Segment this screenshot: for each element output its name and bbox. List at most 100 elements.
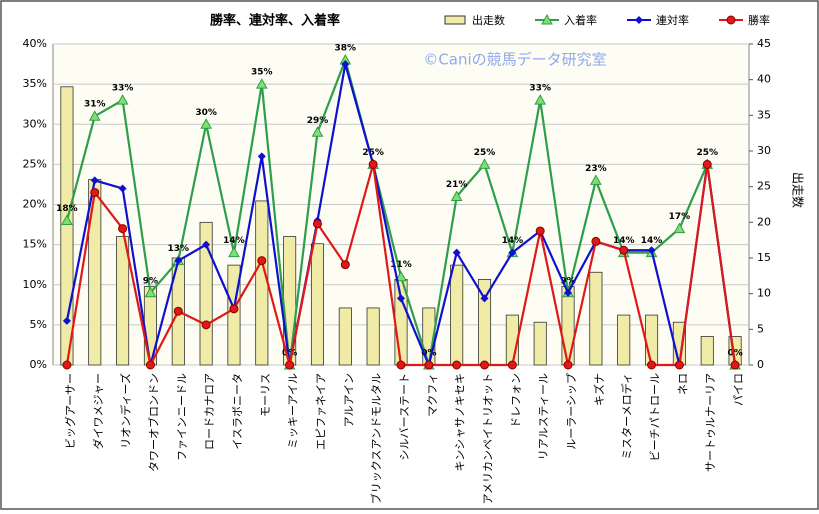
marker	[619, 245, 629, 255]
marker	[312, 219, 322, 229]
data-label: 14%	[641, 236, 663, 246]
marker	[480, 360, 490, 370]
marker	[118, 184, 127, 193]
y-tick-label: 30%	[23, 117, 47, 130]
bar	[366, 307, 380, 366]
x-tick-label: リオンディーズ	[119, 373, 133, 449]
y-tick-label: 20%	[23, 198, 47, 211]
marker	[647, 246, 656, 255]
data-label: 25%	[474, 148, 496, 158]
marker	[228, 246, 240, 258]
bar	[338, 307, 352, 366]
marker	[478, 158, 491, 169]
y-tick-label: 10%	[23, 278, 47, 291]
marker	[591, 236, 601, 246]
x-tick-label: シルバーステート	[398, 373, 411, 460]
marker	[647, 360, 657, 370]
x-tick-label: ビーチパトロール	[649, 373, 662, 461]
marker	[507, 360, 517, 370]
marker	[116, 94, 129, 105]
marker	[90, 187, 100, 197]
marker	[635, 16, 643, 24]
y-tick-label: 25%	[23, 157, 47, 170]
marker	[452, 360, 462, 370]
bar	[116, 236, 130, 366]
x-tick-label: リアルスティール	[537, 373, 550, 460]
y2-tick-label: 20	[757, 215, 771, 228]
data-label: 25%	[696, 148, 718, 158]
x-tick-label: タワーオブロンドン	[146, 373, 160, 472]
legend-label: 入着率	[564, 13, 597, 27]
legend-label: 出走数	[472, 13, 505, 27]
marker	[396, 360, 406, 370]
y2-tick-label: 25	[757, 180, 771, 193]
marker	[255, 78, 268, 89]
marker	[257, 152, 266, 161]
marker	[62, 360, 72, 370]
bar	[310, 243, 325, 366]
data-label: 33%	[112, 84, 134, 94]
y2-tick-label: 45	[757, 37, 771, 50]
x-tick-label: パイロ	[732, 373, 745, 406]
y-tick-label: 40%	[23, 37, 47, 50]
bar	[589, 271, 603, 366]
data-label: 33%	[529, 84, 551, 94]
marker	[726, 15, 736, 25]
data-label: 0%	[727, 349, 742, 359]
marker	[341, 60, 350, 69]
marker	[311, 126, 324, 137]
marker	[368, 159, 378, 169]
x-tick-label: ロードカナロア	[203, 373, 216, 450]
marker	[564, 288, 573, 297]
marker	[590, 174, 602, 185]
marker	[200, 118, 212, 129]
x-tick-label: キズナ	[592, 373, 606, 406]
data-label: 17%	[669, 212, 691, 222]
marker	[118, 224, 128, 234]
data-label: 23%	[585, 164, 607, 174]
data-label: 38%	[335, 44, 357, 54]
marker	[61, 214, 73, 226]
bar	[450, 264, 464, 366]
data-label: 25%	[362, 148, 384, 158]
data-label: 9%	[143, 276, 158, 286]
x-tick-label: イスラボニータ	[231, 373, 244, 450]
bar	[645, 314, 659, 366]
x-tick-label: ダイワメジャー	[91, 373, 105, 449]
marker	[450, 190, 463, 201]
y2-axis-label: 出走数	[791, 172, 806, 208]
y2-tick-label: 5	[757, 322, 764, 335]
bar	[700, 336, 714, 366]
y2-tick-label: 35	[757, 108, 771, 121]
x-tick-label: マクフィ	[426, 373, 439, 417]
marker	[730, 360, 740, 370]
x-tick-label: アルアイン	[342, 373, 355, 427]
marker	[174, 256, 183, 265]
marker	[534, 94, 547, 105]
marker	[702, 159, 712, 169]
x-tick-label: ミスターメロディ	[620, 373, 634, 460]
marker	[508, 248, 517, 257]
marker	[480, 294, 489, 303]
x-tick-label: エピファネイア	[314, 373, 327, 450]
data-label: 35%	[251, 68, 273, 78]
y2-tick-label: 0	[757, 358, 764, 371]
marker	[285, 360, 295, 370]
bar	[617, 314, 631, 366]
y2-tick-label: 15	[757, 251, 771, 264]
marker	[90, 176, 99, 185]
marker	[340, 260, 350, 270]
marker	[452, 248, 461, 257]
data-label: 18%	[56, 204, 78, 214]
y-tick-label: 35%	[23, 77, 47, 90]
x-tick-label: ブリックスアンドモルタル	[369, 373, 383, 504]
x-tick-label: ドレフォン	[509, 373, 522, 428]
x-tick-label: ファインニードル	[175, 373, 188, 461]
data-label: 30%	[195, 108, 217, 118]
marker	[397, 294, 405, 303]
marker	[673, 222, 686, 234]
chart-title: 勝率、連対率、入着率	[210, 13, 340, 29]
marker	[229, 304, 239, 314]
watermark: ©Caniの競馬データ研究室	[423, 51, 606, 69]
